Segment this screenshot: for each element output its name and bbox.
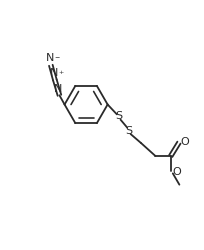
Text: N: N [49, 68, 58, 78]
Text: N: N [54, 84, 62, 94]
Text: $^{+}$: $^{+}$ [58, 69, 65, 78]
Text: S: S [125, 126, 132, 136]
Text: N: N [45, 53, 54, 63]
Text: $^{-}$: $^{-}$ [54, 54, 61, 63]
Text: O: O [180, 137, 188, 147]
Text: O: O [172, 167, 180, 177]
Text: S: S [115, 112, 122, 122]
